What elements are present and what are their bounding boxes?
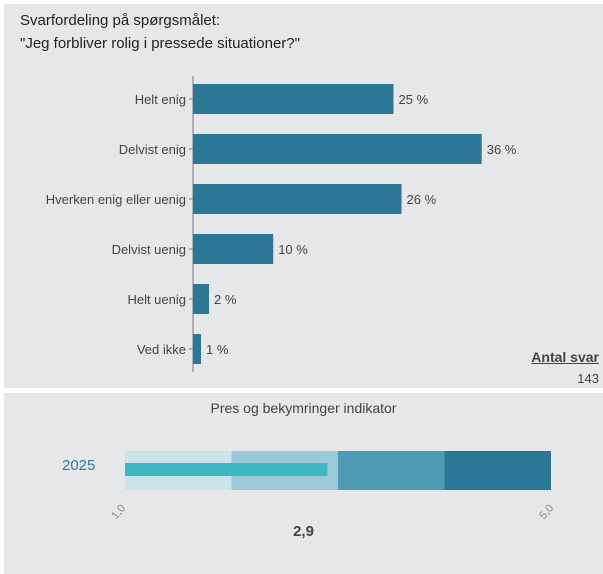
antal-svar-label: Antal svar xyxy=(531,349,599,365)
antal-svar-value: 143 xyxy=(577,371,599,386)
category-label: Delvist uenig xyxy=(112,242,186,257)
data-label: 36 % xyxy=(487,142,517,157)
gauge-band xyxy=(444,451,551,490)
category-label: Helt enig xyxy=(135,92,186,107)
bar xyxy=(193,334,202,364)
category-label: Ved ikke xyxy=(137,342,186,357)
distribution-chart-panel: Svarfordeling på spørgsmålet: "Jeg forbl… xyxy=(4,4,603,388)
indicator-value: 2,9 xyxy=(293,523,314,540)
data-label: 25 % xyxy=(399,92,429,107)
indicator-year-label: 2025 xyxy=(62,457,96,474)
indicator-title: Pres og bekymringer indikator xyxy=(210,400,397,416)
data-label: 1 % xyxy=(206,342,229,357)
gauge-band xyxy=(338,451,445,490)
bar xyxy=(193,84,394,114)
category-label: Helt uenig xyxy=(127,292,186,307)
data-label: 10 % xyxy=(278,242,308,257)
indicator-gauge: 1,0 5,0 xyxy=(109,451,556,522)
bar xyxy=(193,284,210,314)
indicator-panel: Pres og bekymringer indikator 2025 1,0 5,… xyxy=(4,393,603,574)
bar xyxy=(193,134,482,164)
category-label: Hverken enig eller uenig xyxy=(46,192,186,207)
data-label: 26 % xyxy=(407,192,437,207)
gauge-tick-label: 1,0 xyxy=(109,502,128,521)
category-label: Delvist enig xyxy=(119,142,186,157)
bar xyxy=(193,234,274,264)
chart-title: Svarfordeling på spørgsmålet: xyxy=(20,12,221,29)
indicator-bar xyxy=(125,463,328,476)
data-label: 2 % xyxy=(214,292,237,307)
chart-subtitle: "Jeg forbliver rolig i pressede situatio… xyxy=(20,35,300,52)
bar-chart: Helt enig 25 % Delvist enig 36 % Hverken eni… xyxy=(46,76,517,372)
gauge-tick-label: 5,0 xyxy=(537,502,556,521)
bar xyxy=(193,184,402,214)
